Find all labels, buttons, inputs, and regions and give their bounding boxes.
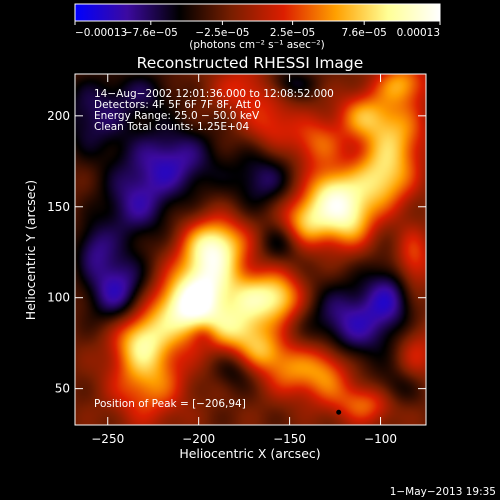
colorbar-tick-label: 7.6e−05 xyxy=(342,27,387,39)
dark-dot-marker xyxy=(336,409,342,415)
y-tick-label: 200 xyxy=(47,109,70,123)
colorbar-tick-label: 0.00013 xyxy=(397,27,440,39)
colorbar-ticks: −0.00013−7.6e−05 −2.5e−05 2.5e−05 7.6e−05 0.… xyxy=(74,21,441,39)
x-tick-label: −150 xyxy=(273,432,306,446)
colorbar-units-label: (photons cm⁻² s⁻¹ asec⁻²) xyxy=(189,39,324,51)
x-tick-label: −250 xyxy=(91,432,124,446)
colorbar-strip xyxy=(74,3,441,22)
heatmap-canvas xyxy=(75,74,426,425)
y-tick-label: 150 xyxy=(47,200,70,214)
heatmap-image xyxy=(75,74,426,425)
annotation-energy-range: Energy Range: 25.0 − 50.0 keV xyxy=(94,110,260,122)
annotation-clean-counts: Clean Total counts: 1.25E+04 xyxy=(94,121,249,133)
colorbar-tick-label: −2.5e−05 xyxy=(195,27,249,39)
x-tick-label: −100 xyxy=(364,432,397,446)
y-tick-label: 100 xyxy=(47,291,70,305)
plot-frame xyxy=(74,73,427,426)
chart-title: Reconstructed RHESSI Image xyxy=(137,54,364,72)
y-axis-label: Heliocentric Y (arcsec) xyxy=(23,180,38,320)
x-axis-ticks: −250 −200 −150 −100 xyxy=(91,74,397,446)
x-tick-label: −200 xyxy=(182,432,215,446)
x-axis-label: Heliocentric X (arcsec) xyxy=(179,446,320,461)
colorbar: −0.00013−7.6e−05 −2.5e−05 2.5e−05 7.6e−05 0.… xyxy=(74,3,441,51)
y-tick-label: 50 xyxy=(55,382,70,396)
colorbar-tick-label: −0.00013 xyxy=(75,27,127,39)
footer-date: 1−May−2013 19:35 xyxy=(390,486,496,498)
annotation-detectors: Detectors: 4F 5F 6F 7F 8F, Att 0 xyxy=(94,99,261,111)
colorbar-tick-label: 2.5e−05 xyxy=(270,27,315,39)
colorbar-tick-label: −7.6e−05 xyxy=(124,27,178,39)
annotation-block: 14−Aug−2002 12:01:36.000 to 12:08:52.000… xyxy=(94,88,334,133)
annotation-time-range: 14−Aug−2002 12:01:36.000 to 12:08:52.000 xyxy=(94,88,334,100)
y-axis-ticks: 50 100 150 200 xyxy=(47,109,426,396)
peak-position-label: Position of Peak = [−206,94] xyxy=(94,398,246,410)
